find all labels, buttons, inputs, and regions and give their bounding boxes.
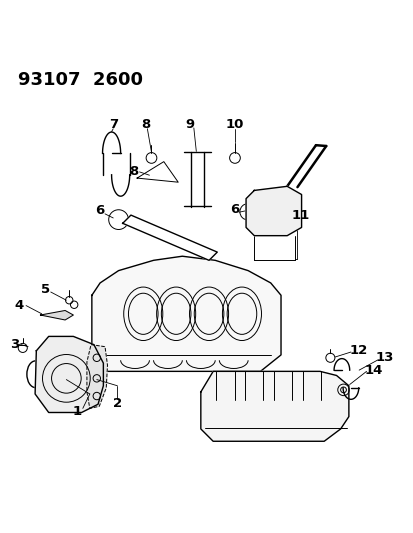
Text: 10: 10 bbox=[225, 118, 244, 131]
Text: 6: 6 bbox=[95, 205, 104, 217]
Text: 4: 4 bbox=[14, 299, 23, 312]
Text: 6: 6 bbox=[230, 203, 239, 216]
Text: 7: 7 bbox=[109, 118, 118, 131]
Polygon shape bbox=[40, 311, 73, 320]
Polygon shape bbox=[200, 372, 348, 441]
Polygon shape bbox=[245, 187, 301, 236]
Text: 8: 8 bbox=[141, 118, 150, 131]
Text: 93107  2600: 93107 2600 bbox=[18, 71, 142, 89]
Polygon shape bbox=[35, 336, 103, 413]
Text: 13: 13 bbox=[375, 351, 393, 364]
Text: 11: 11 bbox=[291, 208, 309, 222]
Text: 1: 1 bbox=[73, 405, 82, 418]
Polygon shape bbox=[87, 345, 107, 408]
Text: 3: 3 bbox=[10, 338, 19, 351]
Text: 2: 2 bbox=[112, 397, 121, 409]
Text: 8: 8 bbox=[129, 165, 138, 179]
Text: 12: 12 bbox=[348, 344, 367, 357]
Text: 9: 9 bbox=[185, 118, 194, 131]
Text: 5: 5 bbox=[41, 282, 50, 296]
Polygon shape bbox=[92, 256, 280, 372]
Text: 14: 14 bbox=[363, 364, 382, 377]
Polygon shape bbox=[122, 215, 217, 260]
